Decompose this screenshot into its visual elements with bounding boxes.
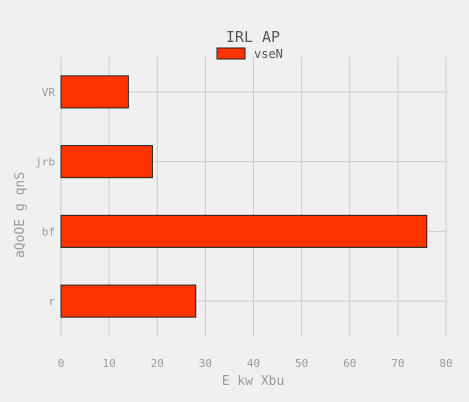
y-tick-labels: VR jrb bf r bbox=[35, 86, 55, 308]
y-tick-label: bf bbox=[42, 225, 55, 238]
y-axis-label: aQoOE g qnS bbox=[13, 172, 28, 258]
bar-jrb bbox=[60, 145, 153, 179]
legend-label: vseN bbox=[254, 47, 283, 61]
y-tick-label: jrb bbox=[35, 156, 55, 169]
legend: vseN bbox=[216, 47, 283, 61]
x-tick-label: 30 bbox=[199, 357, 212, 370]
x-tick-label: 0 bbox=[58, 357, 65, 370]
y-tick-label: VR bbox=[42, 86, 56, 99]
x-tick-label: 40 bbox=[247, 357, 260, 370]
chart-title: IRL AP bbox=[226, 28, 280, 46]
bar-r bbox=[60, 284, 197, 318]
bars bbox=[60, 75, 428, 318]
bar-VR bbox=[60, 75, 129, 109]
x-tick-label: 20 bbox=[151, 357, 164, 370]
x-tick-label: 70 bbox=[391, 357, 404, 370]
bar-bf bbox=[60, 214, 428, 248]
x-axis-label: E kw Xbu bbox=[222, 374, 285, 389]
x-tick-label: 60 bbox=[343, 357, 356, 370]
x-tick-label: 80 bbox=[439, 357, 452, 370]
x-tick-label: 10 bbox=[103, 357, 116, 370]
y-tick-label: r bbox=[48, 295, 55, 308]
x-tick-labels: 0 10 20 30 40 50 60 70 80 bbox=[58, 357, 453, 370]
legend-swatch bbox=[216, 47, 246, 60]
x-tick-label: 50 bbox=[295, 357, 308, 370]
